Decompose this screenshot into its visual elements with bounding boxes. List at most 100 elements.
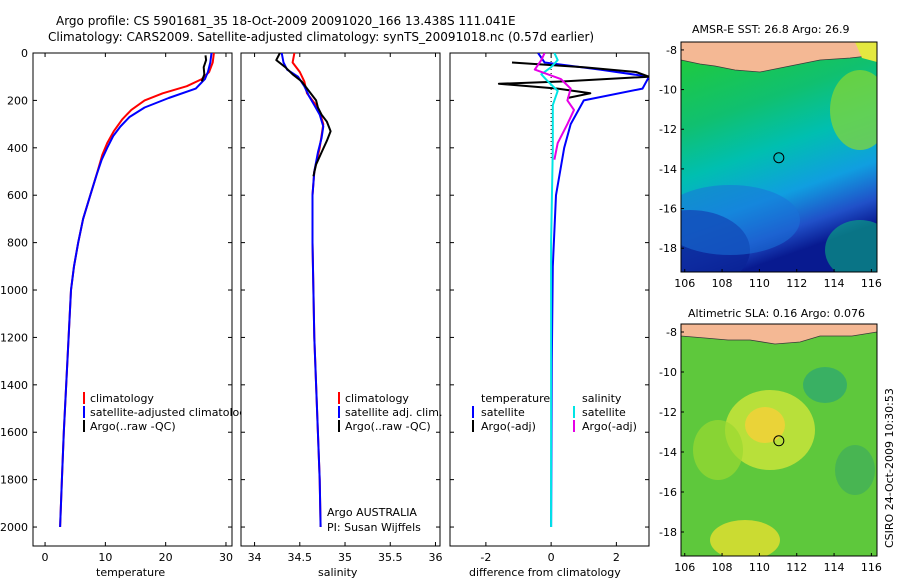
x-tick-label: 0 xyxy=(42,551,49,564)
sla-map-ticks: 106 108 110 112 114 116 -8 -10 -12 -14 -16 -18 xyxy=(659,326,882,574)
y-tick-label: -14 xyxy=(659,446,677,459)
y-tick-label: -12 xyxy=(659,406,677,419)
sst-map-field xyxy=(681,42,877,272)
x-tick-label: 108 xyxy=(712,277,733,290)
sst-mid-patch xyxy=(825,220,877,272)
difference-series xyxy=(497,53,649,528)
legend-label: Argo(-adj) xyxy=(582,420,637,433)
x-tick-label: 116 xyxy=(861,561,882,574)
x-tick-label: 114 xyxy=(824,277,845,290)
sla-map-panel: Altimetric SLA: 0.16 Argo: 0.076 106 108 1… xyxy=(659,307,882,574)
temperature-axes-frame xyxy=(32,52,233,547)
y-tick-label: 1000 xyxy=(0,284,28,297)
x-tick-label: -2 xyxy=(480,551,491,564)
y-tick-label: -16 xyxy=(659,203,677,216)
y-tick-label: -18 xyxy=(659,526,677,539)
y-tick-label: -14 xyxy=(659,163,677,176)
series-line xyxy=(533,53,575,160)
temperature-y-ticks: 0 200 400 600 800 1000 1200 1400 1600 1800 2000 xyxy=(0,47,232,534)
argo-location-marker xyxy=(773,435,785,447)
legend-label: climatology xyxy=(90,392,154,405)
sst-warm-patch xyxy=(830,70,877,150)
x-tick-label: 116 xyxy=(861,277,882,290)
difference-xlabel: difference from climatology xyxy=(469,566,621,579)
legend-label: Argo(..raw -QC) xyxy=(345,420,431,433)
y-tick-label: -8 xyxy=(666,326,677,339)
legend-label: satellite xyxy=(582,406,626,419)
y-tick-label: 800 xyxy=(7,237,28,250)
salinity-series xyxy=(275,53,332,528)
temperature-legend: climatology satellite-adjusted climatolo… xyxy=(83,392,253,433)
x-tick-label: 114 xyxy=(824,561,845,574)
land-coast-strip xyxy=(855,42,877,62)
difference-panel: -2 0 2 difference from climatology tempera… xyxy=(449,52,650,579)
x-tick-label: 35.5 xyxy=(378,551,403,564)
x-tick-label: 10 xyxy=(98,551,112,564)
header-line1: Argo profile: CS 5901681_35 18-Oct-2009 … xyxy=(56,14,516,28)
x-tick-label: 106 xyxy=(674,561,695,574)
difference-axes-frame xyxy=(449,52,650,547)
legend-label: satellite-adjusted climatology xyxy=(90,406,253,419)
x-tick-label: 110 xyxy=(749,561,770,574)
y-tick-label: -12 xyxy=(659,123,677,136)
legend-label: Argo(..raw -QC) xyxy=(90,420,176,433)
x-tick-label: 34 xyxy=(248,551,262,564)
y-tick-label: 2000 xyxy=(0,521,28,534)
y-tick-label: -10 xyxy=(659,366,677,379)
temperature-series xyxy=(59,53,215,528)
x-tick-label: 36 xyxy=(428,551,442,564)
x-tick-label: 112 xyxy=(786,561,807,574)
land-mass xyxy=(681,42,877,73)
legend-header-temperature: temperature xyxy=(481,392,550,405)
x-tick-label: 30 xyxy=(219,551,233,564)
difference-y-ticks xyxy=(450,52,649,528)
sla-map-field xyxy=(681,324,877,556)
sla-mid-patch xyxy=(693,420,743,480)
sla-low-patch-east xyxy=(835,445,875,495)
land-mass xyxy=(681,324,877,345)
sla-low-patch xyxy=(803,367,847,403)
salinity-x-ticks: 34 34.5 35 35.5 36 xyxy=(248,53,442,564)
y-tick-label: -10 xyxy=(659,84,677,97)
salinity-y-ticks xyxy=(241,52,440,528)
x-tick-label: 108 xyxy=(712,561,733,574)
legend-label: satellite adj. clim. xyxy=(345,406,442,419)
header-line2: Climatology: CARS2009. Satellite-adjuste… xyxy=(48,30,594,44)
temperature-x-ticks: 0 10 20 30 xyxy=(42,53,233,564)
sst-map-frame xyxy=(680,41,878,273)
series-line xyxy=(59,53,213,528)
y-tick-label: -8 xyxy=(666,44,677,57)
y-tick-label: 1600 xyxy=(0,426,28,439)
sla-peak-patch xyxy=(745,407,785,443)
series-line xyxy=(200,55,208,82)
temperature-panel: 0 10 20 30 0 200 400 600 800 1000 1200 1400 1600 180… xyxy=(0,47,253,579)
annotation-pi: PI: Susan Wijffels xyxy=(327,521,421,534)
sst-map-ticks: 106 108 110 112 114 116 -8 -10 -12 -14 -16 -18 xyxy=(659,44,882,290)
x-tick-label: 35 xyxy=(338,551,352,564)
footer-timestamp: CSIRO 24-Oct-2009 10:30:53 xyxy=(883,388,896,548)
salinity-panel: 34 34.5 35 35.5 36 salinity climatology sate… xyxy=(240,52,442,579)
sla-map-frame xyxy=(680,323,878,557)
y-tick-label: 0 xyxy=(21,47,28,60)
y-tick-label: 600 xyxy=(7,189,28,202)
y-tick-label: 1200 xyxy=(0,331,28,344)
y-tick-label: 400 xyxy=(7,142,28,155)
series-line xyxy=(275,53,332,177)
sla-high-patch-south xyxy=(710,520,780,556)
salinity-legend: climatology satellite adj. clim. Argo(..… xyxy=(338,392,442,433)
salinity-axes-frame xyxy=(240,52,441,547)
y-tick-label: -16 xyxy=(659,486,677,499)
x-tick-label: 2 xyxy=(613,551,620,564)
x-tick-label: 20 xyxy=(159,551,173,564)
x-tick-label: 34.5 xyxy=(288,551,313,564)
y-tick-label: 1800 xyxy=(0,474,28,487)
legend-header-salinity: salinity xyxy=(582,392,622,405)
annotation-program: Argo AUSTRALIA xyxy=(327,506,417,519)
sst-map-panel: AMSR-E SST: 26.8 Argo: 26.9 106 108 110 112… xyxy=(659,23,882,290)
x-tick-label: 112 xyxy=(786,277,807,290)
difference-legend: temperature salinity satellite Argo(-adj… xyxy=(472,392,637,433)
legend-label: Argo(-adj) xyxy=(481,420,536,433)
sst-map-title: AMSR-E SST: 26.8 Argo: 26.9 xyxy=(692,23,850,36)
sla-map-title: Altimetric SLA: 0.16 Argo: 0.076 xyxy=(688,307,865,320)
